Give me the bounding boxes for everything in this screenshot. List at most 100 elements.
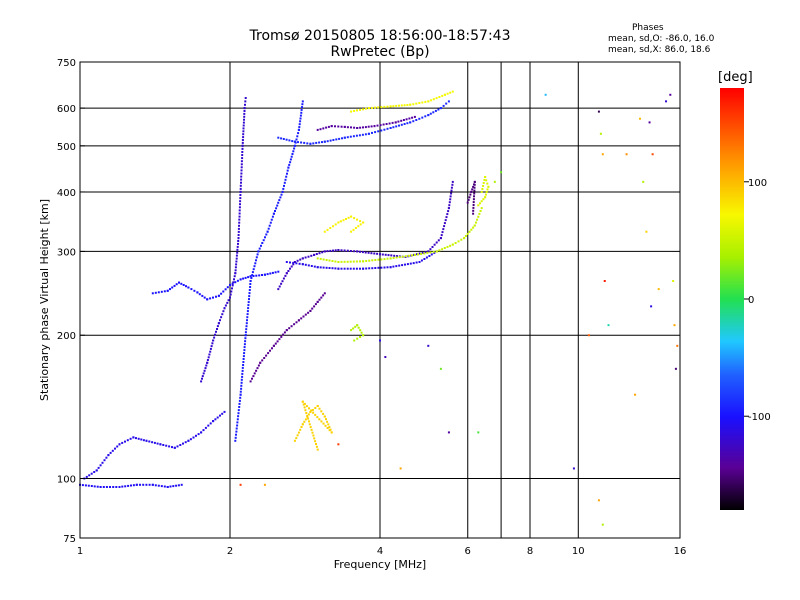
data-point: [439, 237, 442, 240]
data-point: [307, 264, 310, 267]
data-point: [450, 186, 453, 189]
data-point: [367, 132, 370, 135]
data-point: [219, 319, 221, 322]
data-point: [432, 111, 435, 114]
data-point: [406, 104, 409, 106]
data-point: [175, 283, 178, 286]
data-point: [486, 182, 489, 185]
data-point: [301, 257, 304, 260]
data-point: [326, 420, 329, 423]
data-point: [103, 459, 106, 462]
data-point: [301, 106, 303, 109]
data-point: [220, 316, 223, 319]
data-point: [331, 260, 334, 262]
data-point: [173, 446, 176, 449]
data-point: [237, 242, 239, 245]
data-point: [676, 344, 679, 347]
data-point: [368, 267, 371, 270]
data-point: [345, 218, 347, 220]
data-point: [362, 126, 364, 129]
data-point: [400, 104, 403, 107]
data-point: [242, 124, 245, 127]
data-point: [342, 219, 345, 222]
data-point: [370, 125, 373, 128]
data-point: [180, 282, 183, 285]
data-point: [470, 228, 473, 231]
data-point: [246, 313, 249, 316]
data-point: [334, 223, 337, 226]
data-point: [322, 422, 325, 425]
data-point: [310, 409, 313, 412]
data-point: [359, 260, 361, 263]
data-point: [245, 322, 248, 325]
data-point: [243, 352, 246, 355]
data-point: [343, 260, 346, 263]
data-point: [323, 292, 326, 295]
data-point: [326, 228, 329, 231]
stats-line-o: mean, sd,O: -86.0, 16.0: [608, 34, 715, 44]
data-point: [359, 250, 361, 253]
data-point: [484, 193, 487, 196]
data-point: [277, 270, 280, 273]
data-point: [440, 234, 443, 237]
data-point: [301, 423, 304, 426]
data-point: [483, 179, 486, 181]
data-point: [151, 441, 154, 444]
data-point: [374, 267, 377, 269]
data-point: [209, 297, 212, 300]
data-point: [171, 286, 174, 289]
data-point: [259, 361, 262, 364]
data-point: [323, 250, 326, 253]
data-point: [288, 327, 291, 330]
data-point: [322, 258, 325, 261]
data-point: [413, 253, 416, 256]
data-point: [473, 186, 476, 189]
data-point: [395, 104, 398, 107]
data-point: [283, 181, 286, 184]
data-point: [446, 213, 449, 216]
data-point: [318, 141, 321, 144]
data-point: [467, 198, 470, 201]
data-point: [212, 420, 215, 423]
data-point: [395, 265, 398, 268]
data-point: [389, 127, 392, 129]
data-point: [240, 160, 243, 163]
data-point: [601, 153, 604, 156]
data-point: [442, 104, 445, 107]
data-point: [356, 109, 358, 112]
data-point: [300, 317, 303, 320]
data-point: [278, 338, 281, 341]
data-point: [293, 261, 296, 263]
data-point: [238, 218, 241, 221]
data-point: [157, 484, 160, 487]
data-point: [205, 364, 208, 367]
data-point: [311, 307, 314, 310]
data-point: [352, 267, 355, 270]
data-point: [288, 139, 291, 142]
data-point: [289, 161, 292, 164]
data-point: [472, 198, 475, 201]
data-point: [142, 483, 145, 486]
data-point: [312, 411, 315, 414]
data-point: [451, 180, 454, 183]
data-point: [240, 166, 243, 169]
data-point: [203, 296, 206, 299]
data-point: [359, 108, 361, 111]
data-point: [244, 334, 247, 337]
data-point: [438, 249, 441, 252]
data-point: [232, 281, 235, 284]
data-point: [398, 256, 401, 259]
data-point: [397, 120, 400, 123]
data-point: [301, 400, 304, 403]
data-point: [673, 324, 676, 327]
data-point: [240, 181, 242, 184]
data-point: [421, 116, 424, 119]
data-point: [289, 261, 291, 264]
data-points: [79, 90, 679, 526]
data-point: [235, 433, 237, 436]
data-point: [315, 445, 318, 448]
data-point: [261, 274, 263, 276]
data-point: [384, 253, 387, 256]
data-point: [297, 128, 300, 131]
data-point: [263, 273, 266, 276]
